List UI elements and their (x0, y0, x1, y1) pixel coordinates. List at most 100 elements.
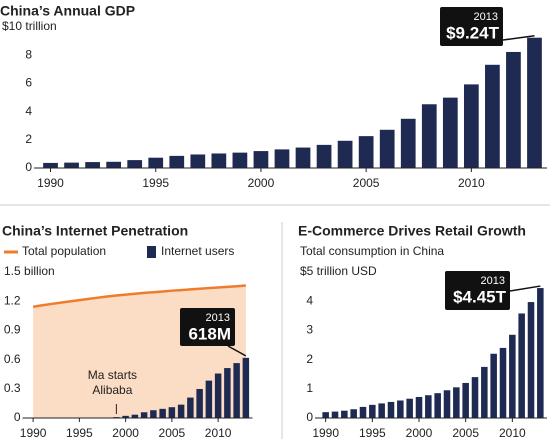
chart-title: China’s Internet Penetration (2, 223, 188, 239)
y-tick-label: 1 (306, 381, 313, 395)
bar (337, 140, 353, 168)
bar (527, 37, 542, 168)
bar (397, 400, 404, 418)
bar (379, 129, 395, 168)
bar (350, 409, 357, 418)
chart-title: E-Commerce Drives Retail Growth (298, 223, 526, 239)
legend-label: Internet users (161, 244, 234, 258)
bar (400, 118, 416, 168)
bar (122, 415, 129, 418)
bar (106, 161, 122, 168)
y-tick-label: 0 (25, 160, 32, 174)
bar (177, 404, 185, 418)
y-tick-label: 0.3 (4, 381, 21, 395)
callout-pointer (509, 285, 541, 292)
bar (148, 157, 164, 168)
bar (415, 396, 423, 418)
bar (453, 387, 460, 418)
x-tick-label: 2000 (406, 426, 433, 439)
bar (187, 397, 194, 418)
bar (425, 395, 432, 418)
x-tick-label: 2010 (205, 426, 232, 439)
bar (406, 398, 413, 418)
callout-box (445, 271, 510, 310)
x-tick-label: 1990 (20, 426, 47, 439)
bar (462, 382, 469, 418)
bar (463, 84, 479, 168)
y-tick-label: 1.2 (4, 293, 21, 307)
callout-box (440, 7, 503, 46)
bar (140, 412, 148, 418)
x-tick-label: 2010 (499, 426, 526, 439)
bar (131, 414, 139, 418)
bar (85, 162, 100, 168)
callout-box (180, 308, 235, 346)
bar (274, 149, 290, 168)
bar (506, 51, 521, 168)
bar (443, 390, 451, 418)
y-tick-label: 0 (14, 410, 21, 424)
bar (442, 97, 458, 168)
x-tick-label: 2005 (159, 426, 186, 439)
y-tick-label: 6 (25, 76, 32, 90)
y-tick-label: $5 trillion USD (300, 264, 377, 278)
x-tick-label: 2005 (452, 426, 479, 439)
bar (434, 393, 441, 418)
bar (127, 160, 143, 168)
callout-title: 2013 (206, 312, 230, 324)
bar (341, 410, 348, 418)
bar (481, 366, 488, 418)
callout-pointer (227, 345, 247, 357)
bar (421, 104, 437, 168)
x-tick-label: 1990 (312, 426, 339, 439)
x-tick-label: 2000 (112, 426, 139, 439)
callout-value: $4.45T (453, 287, 507, 306)
y-tick-label: 2 (25, 132, 32, 146)
y-tick-label: 8 (25, 47, 32, 61)
annotation: Ma starts (88, 368, 137, 382)
bar (150, 410, 157, 418)
bar (169, 155, 185, 168)
bar (331, 411, 339, 418)
bar (211, 153, 227, 168)
bar (232, 152, 248, 168)
callout-title: 2013 (474, 11, 498, 23)
y-tick-label: 1.5 billion (4, 264, 55, 278)
bar (159, 408, 166, 418)
bar (253, 151, 269, 168)
y-tick-label: 0 (306, 410, 313, 424)
legend-swatch (147, 246, 156, 258)
legend-label: Total population (22, 244, 106, 258)
bar (64, 162, 79, 168)
bar (322, 412, 329, 418)
area (33, 285, 246, 418)
bar (537, 288, 544, 418)
line (32, 284, 246, 308)
callout-value: 618M (188, 324, 231, 343)
bar (387, 401, 395, 418)
callout-pointer (502, 34, 535, 41)
bar (369, 404, 376, 418)
callout-value: $9.24T (446, 23, 500, 42)
x-tick-label: 1995 (359, 426, 386, 439)
y-tick-label: 4 (25, 104, 32, 118)
y-tick-label: 4 (306, 293, 313, 307)
bar (527, 302, 535, 418)
x-tick-label: 1990 (37, 176, 64, 190)
chart-title: China’s Annual GDP (0, 3, 135, 19)
bar (518, 313, 525, 418)
y-tick-label: 3 (306, 323, 313, 337)
bar (233, 363, 240, 418)
bar (214, 373, 222, 418)
chart-subtitle: Total consumption in China (300, 244, 444, 258)
y-tick-label: 0.9 (4, 323, 21, 337)
bar (499, 347, 507, 418)
bar (471, 377, 479, 418)
bar (358, 136, 374, 168)
x-tick-label: 1995 (66, 426, 93, 439)
bar (509, 334, 516, 418)
x-tick-label: 1995 (142, 176, 169, 190)
annotation: Alibaba (92, 383, 132, 397)
bar (196, 388, 203, 418)
bar (224, 368, 231, 418)
